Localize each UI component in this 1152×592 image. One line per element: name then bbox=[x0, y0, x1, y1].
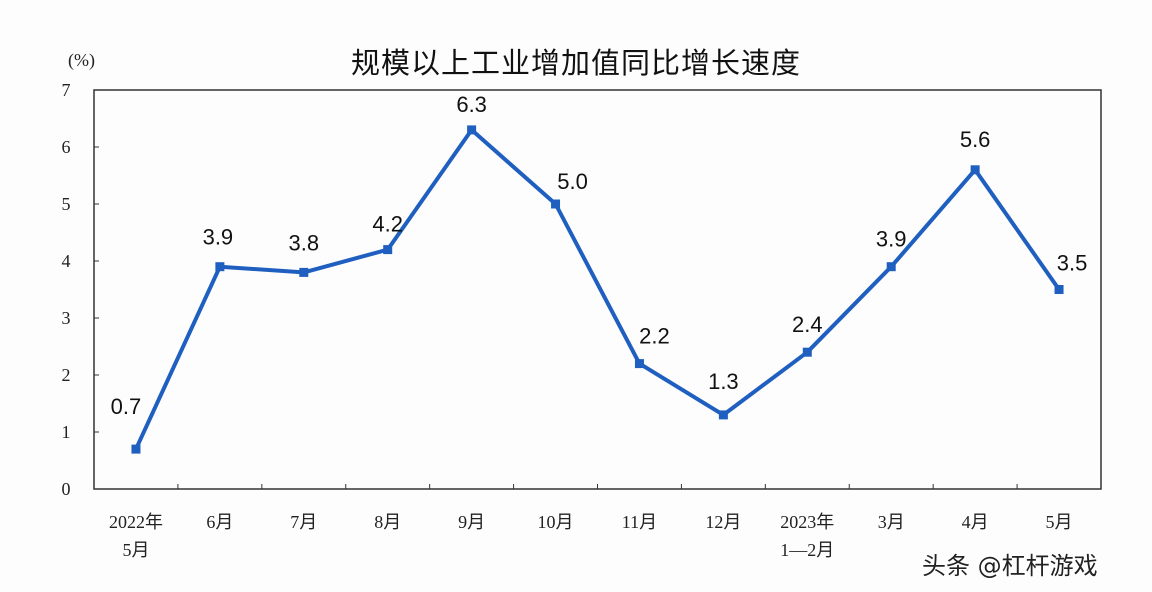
watermark: 头条 @杠杆游戏 bbox=[922, 552, 1098, 580]
data-line bbox=[134, 127, 1061, 450]
data-point-marker bbox=[970, 165, 980, 175]
chart-title: 规模以上工业增加值同比增长速度 bbox=[350, 46, 801, 80]
x-tick-label: 10月 bbox=[538, 512, 574, 532]
data-point-marker bbox=[299, 267, 309, 277]
y-tick-label: 2 bbox=[62, 365, 71, 385]
plot-frame bbox=[93, 89, 1102, 490]
data-point-marker bbox=[383, 245, 393, 255]
data-point-marker bbox=[634, 359, 644, 369]
x-tick-label: 5月 bbox=[1046, 512, 1073, 532]
data-point-marker bbox=[467, 125, 477, 135]
x-tick-label: 8月 bbox=[374, 512, 401, 532]
x-tick-label: 2022年 bbox=[109, 512, 163, 532]
y-tick-label: 0 bbox=[62, 479, 71, 499]
data-label: 5.0 bbox=[557, 169, 588, 194]
x-tick-label: 5月 bbox=[122, 540, 149, 560]
y-tick-label: 7 bbox=[62, 80, 71, 100]
y-tick-label: 5 bbox=[62, 194, 71, 214]
x-tick-label: 9月 bbox=[458, 512, 485, 532]
y-axis-unit: (%) bbox=[68, 50, 95, 70]
data-point-marker bbox=[886, 262, 896, 272]
data-point-marker bbox=[551, 199, 561, 209]
data-point-marker bbox=[215, 262, 225, 272]
y-tick-label: 6 bbox=[62, 137, 71, 157]
data-label: 3.9 bbox=[203, 225, 234, 250]
y-tick-label: 1 bbox=[62, 422, 71, 442]
data-point-marker bbox=[1054, 285, 1064, 294]
data-label: 2.4 bbox=[792, 312, 823, 337]
y-tick-label: 3 bbox=[62, 308, 71, 328]
data-point-marker bbox=[131, 444, 141, 454]
x-tick-label: 12月 bbox=[705, 512, 741, 532]
data-point-marker bbox=[718, 410, 728, 420]
data-label: 0.7 bbox=[111, 394, 142, 419]
x-tick-label: 1—2月 bbox=[780, 540, 834, 560]
data-label: 2.2 bbox=[639, 324, 670, 349]
x-tick-label: 7月 bbox=[290, 512, 317, 532]
x-tick-label: 3月 bbox=[878, 512, 905, 532]
data-label: 3.8 bbox=[288, 230, 319, 255]
x-tick-label: 2023年 bbox=[780, 512, 834, 532]
data-label: 3.9 bbox=[876, 227, 907, 252]
data-label: 6.3 bbox=[456, 92, 487, 117]
data-label: 3.5 bbox=[1057, 251, 1088, 276]
x-tick-label: 11月 bbox=[622, 512, 657, 532]
y-tick-label: 4 bbox=[62, 251, 71, 271]
data-point-marker bbox=[802, 347, 812, 357]
data-label: 1.3 bbox=[708, 369, 739, 394]
x-tick-label: 4月 bbox=[962, 512, 989, 532]
data-label: 4.2 bbox=[372, 212, 403, 237]
x-tick-label: 6月 bbox=[206, 512, 233, 532]
data-label: 5.6 bbox=[960, 127, 991, 152]
